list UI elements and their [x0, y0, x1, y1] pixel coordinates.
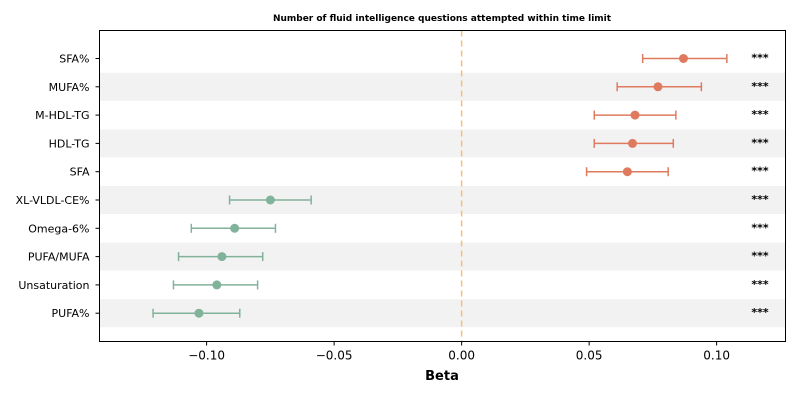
x-axis: −0.10 −0.05 0.00 0.05 0.10 — [188, 341, 730, 363]
significance-label: *** — [751, 193, 769, 206]
beta-point — [194, 308, 204, 318]
row-label: PUFA/MUFA — [28, 251, 90, 264]
x-axis-label: Beta — [425, 369, 459, 384]
x-tick-label: −0.05 — [316, 349, 353, 363]
data-row: HDL-TG *** — [49, 136, 769, 150]
significance-label: *** — [751, 136, 769, 149]
data-row: SFA% *** — [59, 52, 769, 66]
rows-group: SFA% *** MUFA% *** M-HDL-TG *** HDL-TG *** SFA **… — [16, 52, 769, 321]
beta-point — [265, 195, 275, 205]
significance-label: *** — [751, 278, 769, 291]
row-label: Omega-6% — [28, 222, 89, 235]
significance-label: *** — [751, 108, 769, 121]
row-label: PUFA% — [52, 307, 90, 320]
significance-label: *** — [751, 165, 769, 178]
plot-frame — [99, 30, 786, 342]
data-row: SFA *** — [70, 165, 769, 179]
row-label: SFA — [70, 166, 90, 179]
beta-point — [217, 252, 227, 262]
significance-label: *** — [751, 221, 769, 234]
significance-label: *** — [751, 306, 769, 319]
chart-title: Number of fluid intelligence questions a… — [273, 14, 612, 24]
x-tick-label: 0.05 — [576, 349, 603, 363]
row-label: SFA% — [59, 53, 89, 66]
beta-point — [653, 82, 663, 92]
x-tick-label: 0.00 — [448, 349, 475, 363]
data-row: Unsaturation *** — [18, 278, 768, 292]
x-tick-label: 0.10 — [703, 349, 730, 363]
significance-label: *** — [751, 52, 769, 65]
data-row: PUFA% *** — [52, 306, 769, 320]
row-label: MUFA% — [49, 81, 90, 94]
row-label: HDL-TG — [49, 137, 90, 150]
data-row: M-HDL-TG *** — [35, 108, 769, 122]
beta-point — [678, 54, 688, 63]
significance-label: *** — [751, 250, 769, 263]
data-row: PUFA/MUFA *** — [28, 250, 769, 264]
beta-point — [212, 280, 222, 290]
row-band — [99, 129, 786, 158]
beta-point — [622, 167, 632, 177]
data-row: MUFA% *** — [49, 80, 769, 94]
beta-point — [627, 138, 637, 148]
significance-label: *** — [751, 80, 769, 93]
beta-point — [230, 223, 240, 233]
row-label: Unsaturation — [18, 279, 89, 292]
data-row: XL-VLDL-CE% *** — [16, 193, 769, 207]
row-bands — [99, 72, 786, 328]
x-tick-label: −0.10 — [188, 349, 225, 363]
beta-point — [630, 110, 640, 120]
row-label: M-HDL-TG — [35, 109, 89, 122]
row-label: XL-VLDL-CE% — [16, 194, 90, 207]
data-row: Omega-6% *** — [28, 221, 769, 235]
row-band — [99, 186, 786, 214]
